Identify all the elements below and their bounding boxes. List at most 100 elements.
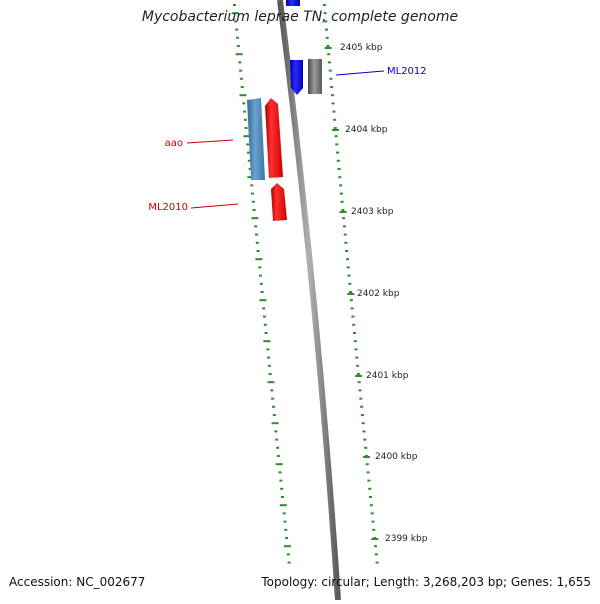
outer-minor-tick <box>346 258 349 261</box>
gene-label-ml2012[interactable]: ML2012 <box>387 66 427 77</box>
outer-minor-tick <box>343 233 347 236</box>
outer-minor-tick <box>349 291 353 293</box>
inner-minor-tick <box>278 471 282 474</box>
inner-minor-tick <box>276 446 280 449</box>
inner-minor-tick <box>263 323 267 326</box>
outer-minor-tick <box>340 200 344 203</box>
major-tick <box>332 129 339 131</box>
inner-minor-tick <box>262 307 266 310</box>
inner-minor-tick <box>263 315 266 318</box>
inner-minor-tick <box>238 61 242 64</box>
gene-aao[interactable] <box>247 98 265 180</box>
inner-minor-tick <box>244 127 248 129</box>
outer-minor-tick <box>341 209 345 211</box>
inner-minor-tick <box>272 405 275 408</box>
major-tick <box>324 47 332 49</box>
outer-minor-tick <box>375 561 379 564</box>
inner-minor-tick <box>236 36 239 39</box>
tick-label-2400: 2400 kbp <box>375 452 418 462</box>
outer-minor-tick <box>374 553 378 556</box>
inner-minor-tick <box>285 537 289 539</box>
inner-minor-tick <box>284 528 288 531</box>
inner-minor-tick <box>263 340 271 343</box>
outer-minor-tick <box>331 102 335 105</box>
inner-minor-tick <box>252 209 256 211</box>
outer-minor-tick <box>327 53 331 56</box>
inner-minor-tick <box>259 299 267 302</box>
inner-minor-tick <box>236 45 240 47</box>
inner-minor-tick <box>251 217 259 220</box>
tick-label-2401: 2401 kbp <box>366 371 409 381</box>
major-tick <box>339 211 347 213</box>
outer-minor-tick <box>325 28 328 31</box>
inner-minor-tick <box>239 94 247 97</box>
outer-minor-tick <box>362 430 366 433</box>
outer-minor-tick <box>370 512 374 515</box>
inner-minor-tick <box>264 332 268 334</box>
outer-minor-tick <box>337 168 341 170</box>
tick-label-2402: 2402 kbp <box>357 289 400 299</box>
inner-minor-tick <box>246 143 250 146</box>
gene-ml2012[interactable] <box>290 60 303 95</box>
outer-minor-tick <box>366 471 370 474</box>
outer-minor-tick <box>371 520 375 523</box>
outer-minor-tick <box>330 86 334 88</box>
outer-minor-tick <box>325 36 329 39</box>
major-tick <box>347 293 355 295</box>
outer-minor-tick <box>372 528 376 531</box>
outer-minor-tick <box>369 496 372 498</box>
gene-ml2010[interactable] <box>271 183 287 221</box>
inner-minor-tick <box>283 520 287 523</box>
inner-minor-tick <box>267 364 271 367</box>
inner-minor-tick <box>280 487 284 490</box>
inner-minor-tick <box>272 414 276 416</box>
outer-minor-ticks <box>322 4 379 564</box>
inner-minor-tick <box>255 233 258 236</box>
inner-minor-tick <box>250 184 254 187</box>
outer-minor-tick <box>350 307 354 310</box>
outer-minor-tick <box>324 20 328 23</box>
inner-minor-ticks <box>231 4 291 564</box>
inner-minor-tick <box>248 168 252 170</box>
inner-minor-tick <box>243 118 247 121</box>
major-ticks <box>324 47 379 540</box>
outer-minor-tick <box>339 192 343 195</box>
inner-minor-tick <box>276 455 280 457</box>
outer-minor-tick <box>342 217 346 220</box>
outer-minor-tick <box>351 315 355 318</box>
outer-minor-tick <box>334 135 338 138</box>
inner-minor-tick <box>232 4 236 6</box>
outer-minor-tick <box>364 446 368 449</box>
outer-minor-tick <box>358 389 362 392</box>
tick-label-2405: 2405 kbp <box>340 43 383 53</box>
gene-label-ml2010[interactable]: ML2010 <box>148 202 188 213</box>
outer-minor-tick <box>336 159 340 162</box>
inner-minor-tick <box>287 561 291 564</box>
inner-minor-tick <box>255 241 259 244</box>
inner-minor-tick <box>259 274 262 277</box>
outer-minor-tick <box>347 274 351 277</box>
gene-grey[interactable] <box>308 59 322 94</box>
outer-minor-tick <box>349 299 353 302</box>
outer-minor-tick <box>363 438 367 441</box>
outer-minor-tick <box>357 381 361 384</box>
outer-minor-tick <box>326 45 330 47</box>
inner-minor-tick <box>271 397 275 400</box>
inner-minor-tick <box>284 545 291 548</box>
major-tick <box>371 538 379 540</box>
inner-minor-tick <box>254 225 258 228</box>
outer-minor-tick <box>352 323 356 326</box>
gene-feature-top-partial[interactable] <box>286 0 300 6</box>
gene-red-large[interactable] <box>265 98 283 178</box>
inner-minor-tick <box>271 422 279 425</box>
inner-minor-tick <box>275 438 279 441</box>
outer-minor-tick <box>330 94 334 97</box>
outer-minor-tick <box>323 12 327 15</box>
inner-minor-tick <box>286 553 290 556</box>
outer-minor-tick <box>332 110 336 113</box>
gene-label-aao[interactable]: aao <box>165 138 183 149</box>
inner-minor-tick <box>279 479 283 482</box>
outer-minor-tick <box>346 266 350 269</box>
inner-minor-tick <box>266 348 270 351</box>
